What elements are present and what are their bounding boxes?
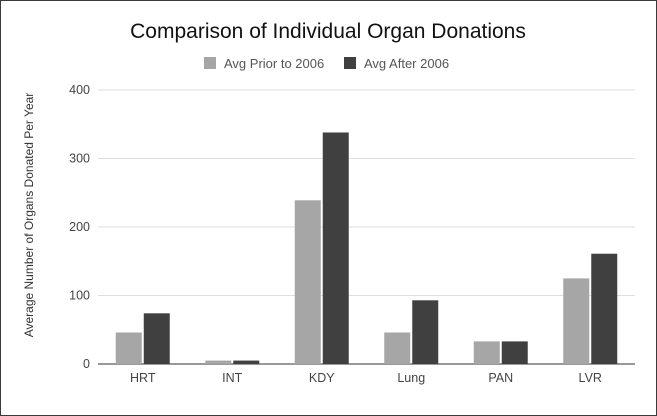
legend-label-after: Avg After 2006 xyxy=(364,56,449,71)
x-tick-labels: HRT INT KDY Lung PAN LVR xyxy=(130,371,602,385)
legend-swatch-prior xyxy=(204,57,216,69)
chart-title: Comparison of Individual Organ Donations xyxy=(130,20,526,43)
y-tick-labels: 0 100 200 300 400 xyxy=(69,83,90,371)
y-tick-label: 100 xyxy=(69,289,90,303)
bar-prior-lung xyxy=(384,332,411,364)
bar-after-lvr xyxy=(591,253,618,364)
bar-after-lung xyxy=(412,300,439,364)
legend-label-prior: Avg Prior to 2006 xyxy=(224,56,324,71)
x-tick-label: PAN xyxy=(488,371,513,385)
x-tick-label: LVR xyxy=(579,371,602,385)
x-tick-label: INT xyxy=(222,371,243,385)
bars xyxy=(115,132,618,364)
y-tick-label: 300 xyxy=(69,152,90,166)
x-tick-label: HRT xyxy=(130,371,156,385)
gridlines xyxy=(98,89,635,365)
x-tick-label: KDY xyxy=(309,371,335,385)
bar-after-pan xyxy=(501,341,528,364)
bar-prior-kdy xyxy=(294,200,321,364)
bar-prior-pan xyxy=(473,341,500,364)
legend-swatch-after xyxy=(344,57,356,69)
y-tick-label: 0 xyxy=(83,357,90,371)
y-axis-label: Average Number of Organs Donated Per Yea… xyxy=(22,93,36,338)
y-tick-label: 200 xyxy=(69,220,90,234)
bar-prior-hrt xyxy=(115,332,142,364)
bar-after-hrt xyxy=(143,313,170,364)
bar-prior-lvr xyxy=(563,278,590,364)
bar-after-int xyxy=(233,360,260,364)
x-tick-label: Lung xyxy=(397,371,425,385)
bar-after-kdy xyxy=(322,132,349,364)
y-tick-label: 400 xyxy=(69,83,90,97)
legend: Avg Prior to 2006 Avg After 2006 xyxy=(204,56,449,71)
bar-prior-int xyxy=(205,360,232,364)
